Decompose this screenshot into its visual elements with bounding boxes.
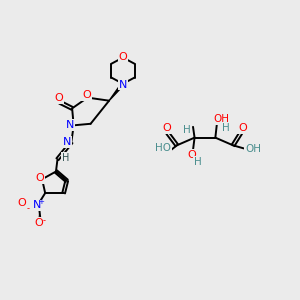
Text: O: O [54, 93, 63, 103]
Text: H: H [61, 153, 69, 163]
Text: -: - [42, 216, 45, 225]
Text: N: N [66, 120, 74, 130]
Text: H: H [194, 157, 202, 167]
Text: H: H [222, 123, 230, 134]
Text: O: O [163, 123, 171, 134]
Text: N: N [63, 137, 71, 147]
Text: O: O [18, 198, 26, 208]
Text: HO: HO [155, 143, 171, 153]
Text: +: + [38, 199, 44, 205]
Text: O: O [118, 52, 127, 62]
Text: O: O [82, 90, 91, 100]
Text: O: O [34, 218, 43, 228]
Text: OH: OH [245, 144, 261, 154]
Text: N: N [33, 200, 42, 210]
Text: O: O [35, 173, 44, 184]
Text: N: N [119, 80, 127, 89]
Text: -: - [27, 204, 30, 213]
Polygon shape [109, 83, 124, 101]
Text: OH: OH [214, 114, 230, 124]
Text: O: O [188, 150, 197, 160]
Text: H: H [183, 125, 191, 135]
Text: O: O [238, 123, 247, 134]
